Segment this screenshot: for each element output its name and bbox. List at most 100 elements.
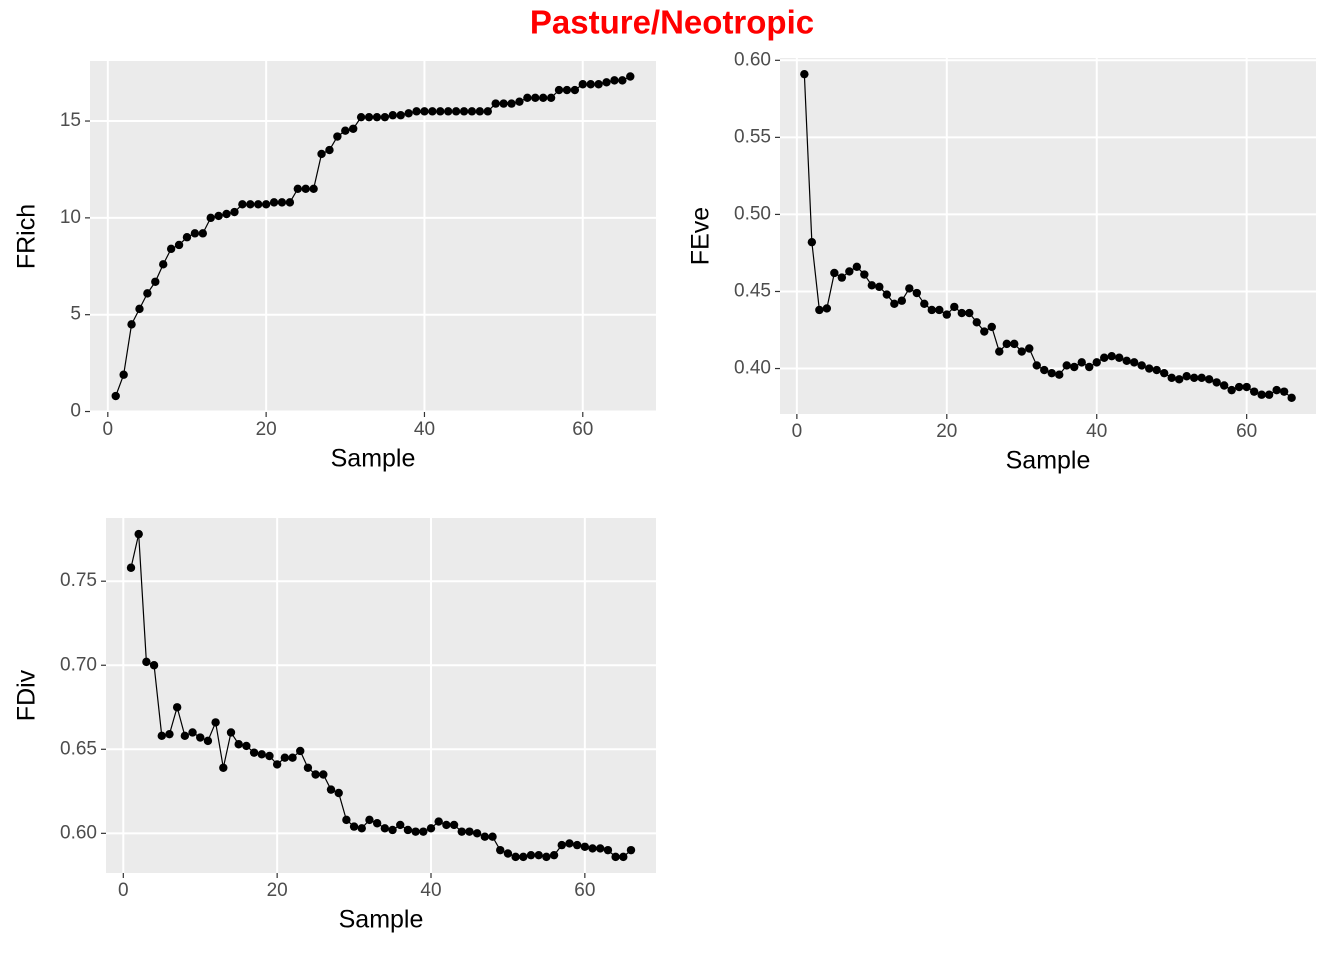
data-point <box>523 93 532 102</box>
main-title: Pasture/Neotropic <box>530 4 814 41</box>
data-point <box>472 829 482 838</box>
data-point <box>151 277 160 286</box>
data-point <box>1032 361 1041 370</box>
data-point <box>303 763 313 772</box>
data-point <box>515 97 524 106</box>
data-point <box>1062 361 1071 370</box>
data-point <box>488 832 497 841</box>
data-point <box>905 284 914 293</box>
y-axis-title: FDiv <box>13 669 41 721</box>
plot-panel <box>106 518 656 873</box>
data-point <box>519 852 528 862</box>
data-point <box>293 184 302 194</box>
data-point <box>157 731 166 741</box>
x-tick-label: 20 <box>936 421 957 442</box>
data-point <box>380 824 390 833</box>
data-point <box>596 844 605 853</box>
y-tick-label: 0.65 <box>60 738 97 759</box>
data-point <box>357 824 366 833</box>
data-point <box>444 107 453 116</box>
data-point <box>467 107 477 116</box>
y-tick-label: 0.70 <box>60 654 97 675</box>
y-tick-label: 10 <box>60 207 81 228</box>
y-axis-title: FRich <box>13 204 41 269</box>
y-tick-label: 0.40 <box>734 358 771 379</box>
data-point <box>180 731 190 741</box>
data-point <box>1272 385 1281 395</box>
data-point <box>165 729 174 739</box>
data-point <box>198 229 208 238</box>
data-point <box>396 820 405 830</box>
data-point <box>549 850 559 860</box>
data-point <box>626 72 635 81</box>
data-point <box>465 827 474 836</box>
data-point <box>190 229 200 238</box>
data-point <box>296 746 305 756</box>
y-axis-title: FEve <box>687 207 715 265</box>
data-point <box>222 209 231 219</box>
data-point <box>619 852 628 862</box>
x-tick-label: 20 <box>256 419 277 440</box>
data-point <box>234 740 243 749</box>
data-point <box>219 763 228 772</box>
data-point <box>372 819 382 828</box>
data-point <box>852 262 862 272</box>
data-point <box>538 93 548 102</box>
data-point <box>311 770 320 779</box>
data-point <box>403 825 413 835</box>
y-tick-label: 0.60 <box>734 49 771 70</box>
data-point <box>618 76 627 85</box>
y-tick-label: 0.75 <box>60 570 97 591</box>
data-point <box>242 741 251 751</box>
data-point <box>815 305 824 315</box>
data-point <box>1025 344 1034 353</box>
data-point <box>942 310 951 319</box>
data-point <box>285 198 295 207</box>
data-point <box>333 132 342 141</box>
data-point <box>807 237 817 247</box>
data-point <box>572 840 582 850</box>
data-point <box>269 198 279 207</box>
data-point <box>214 211 223 221</box>
y-tick-label: 0.60 <box>60 822 97 843</box>
data-point <box>206 213 215 223</box>
data-point <box>1077 358 1086 367</box>
x-tick-label: 60 <box>574 880 595 901</box>
data-point <box>459 107 469 116</box>
data-point <box>149 661 159 670</box>
data-point <box>1182 372 1191 381</box>
data-point <box>388 111 397 120</box>
data-point <box>457 827 466 836</box>
data-point <box>1100 353 1109 362</box>
data-point <box>1017 347 1026 356</box>
data-point <box>238 200 247 209</box>
data-point <box>611 852 620 862</box>
data-point <box>1055 370 1064 379</box>
data-point <box>436 107 445 116</box>
data-point <box>143 289 152 298</box>
data-point <box>1227 385 1236 395</box>
x-tick-label: 20 <box>267 880 288 901</box>
data-point <box>1145 364 1154 373</box>
data-point <box>411 827 420 836</box>
data-point <box>882 290 892 299</box>
data-point <box>449 820 459 830</box>
data-point <box>134 529 143 539</box>
x-tick-label: 60 <box>1236 421 1257 442</box>
data-point <box>1092 358 1101 367</box>
data-point <box>1257 390 1266 399</box>
data-point <box>542 852 551 862</box>
data-point <box>570 85 580 95</box>
data-point <box>246 200 255 209</box>
x-axis-title: Sample <box>331 445 416 473</box>
data-point <box>1130 358 1139 367</box>
data-point <box>226 728 236 737</box>
data-point <box>1287 393 1296 403</box>
data-point <box>511 852 520 862</box>
x-tick-label: 60 <box>572 419 593 440</box>
data-point <box>912 288 922 298</box>
data-point <box>1174 375 1184 384</box>
data-point <box>1070 362 1079 372</box>
data-point <box>830 268 839 278</box>
y-tick-label: 0.55 <box>734 126 771 147</box>
